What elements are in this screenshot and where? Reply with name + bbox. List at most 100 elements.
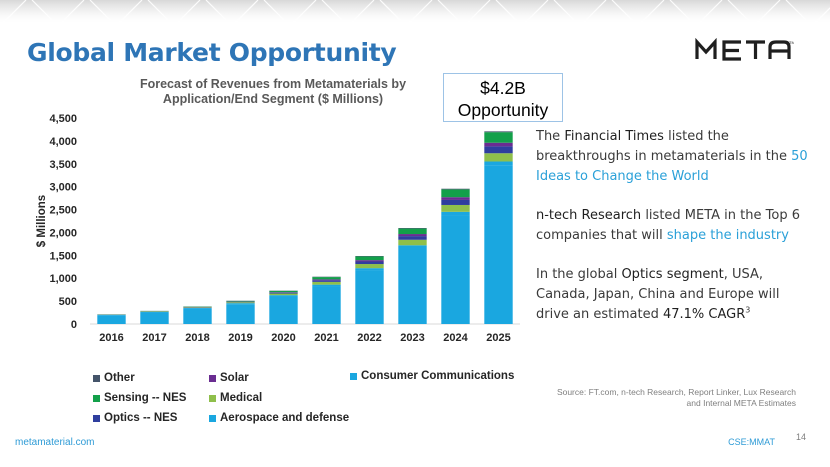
legend-label: Optics -- NES xyxy=(104,412,178,424)
legend-item-sensing: Sensing -- NES xyxy=(93,392,186,404)
legend-item-optics: Optics -- NES xyxy=(93,412,177,424)
bar-segment xyxy=(355,268,384,271)
bar-segment xyxy=(398,245,427,249)
bar-segment xyxy=(355,261,384,265)
bar-segment xyxy=(97,315,126,324)
p1-text: The xyxy=(536,129,565,144)
chart-legend: Other Sensing -- NES Optics -- NES Solar… xyxy=(93,370,533,432)
x-tick-label: 2022 xyxy=(357,332,381,344)
callout-amount: $4.2B xyxy=(480,78,526,98)
bar-segment xyxy=(355,260,384,262)
bar-segment xyxy=(312,284,341,287)
bar-segment xyxy=(441,204,470,212)
y-tick-label: 500 xyxy=(59,296,77,308)
p3-mid-text: , USA, Canada, Japan, China and Europe w… xyxy=(536,267,780,322)
x-tick-label: 2020 xyxy=(271,332,295,344)
shape-industry-link[interactable]: shape the industry xyxy=(666,228,789,243)
bar-segment xyxy=(484,153,513,162)
ntech-label: n-tech Research xyxy=(536,208,642,223)
bar-segment xyxy=(484,142,513,147)
bar-segment xyxy=(183,307,212,309)
legend-swatch xyxy=(93,374,100,382)
p3-text: In the global xyxy=(536,267,622,282)
bar-segment xyxy=(484,131,513,133)
y-tick-label: 4,000 xyxy=(49,136,77,148)
p1-mid-text: listed the breakthroughs in metamaterial… xyxy=(536,129,792,164)
bar-segment xyxy=(269,292,298,294)
y-tick-label: 3,500 xyxy=(49,159,77,171)
bar-segment xyxy=(226,303,255,305)
x-tick-label: 2023 xyxy=(400,332,424,344)
paragraph-ntech: n-tech Research listed META in the Top 6… xyxy=(536,206,816,246)
bar-segment xyxy=(398,248,427,324)
legend-label: Consumer Communications xyxy=(361,370,515,382)
bar-segment xyxy=(355,270,384,324)
legend-label: Other xyxy=(104,372,135,384)
bar-segment xyxy=(441,188,470,190)
financial-times-label: Financial Times xyxy=(564,129,664,144)
body-text: The Financial Times listed the breakthro… xyxy=(536,127,816,344)
x-tick-label: 2024 xyxy=(443,332,468,344)
legend-item-aerospace: Aerospace and defense xyxy=(209,412,349,424)
legend-swatch xyxy=(209,374,216,382)
legend-item-solar: Solar xyxy=(209,372,249,384)
y-tick-label: 4,500 xyxy=(49,113,77,125)
fifty-ideas-link[interactable]: 50 Ideas to Change the World xyxy=(536,149,808,184)
bar-segment xyxy=(355,256,384,261)
y-tick-label: 2,000 xyxy=(49,227,77,239)
source-line2: and Internal META Estimates xyxy=(686,398,796,408)
legend-item-other: Other xyxy=(93,372,135,384)
meta-logo: TM xyxy=(695,38,794,61)
footnote-marker: 3 xyxy=(745,305,751,315)
ticker-symbol: CSE:MMAT xyxy=(728,437,775,447)
bar-segment xyxy=(312,286,341,324)
website-link[interactable]: metamaterial.com xyxy=(15,437,95,448)
bar-segment xyxy=(312,279,341,281)
y-tick-label: 1,000 xyxy=(49,273,77,285)
bar-segment xyxy=(398,234,427,237)
x-tick-label: 2016 xyxy=(99,332,123,344)
chart-title: Forecast of Revenues from Metamaterials … xyxy=(118,77,428,107)
legend-label: Aerospace and defense xyxy=(220,412,350,424)
source-line1: Source: FT.com, n-tech Research, Report … xyxy=(556,387,796,397)
bar-segment xyxy=(269,295,298,297)
bar-segment xyxy=(441,189,470,198)
y-tick-label: 3,000 xyxy=(49,182,77,194)
paragraph-optics: In the global Optics segment, USA, Canad… xyxy=(536,265,816,325)
opportunity-callout: $4.2B Opportunity xyxy=(443,73,563,122)
bar-segment xyxy=(441,211,470,216)
legend-label: Sensing -- NES xyxy=(104,392,187,404)
bar-segment xyxy=(312,280,341,282)
legend-item-medical: Medical xyxy=(209,392,262,404)
legend-label: Medical xyxy=(220,392,263,404)
legend-label: Solar xyxy=(220,372,249,384)
legend-swatch xyxy=(209,414,216,422)
bar-segment xyxy=(312,281,341,285)
y-tick-label: 2,500 xyxy=(49,205,77,217)
svg-text:TM: TM xyxy=(789,40,794,45)
bar-segment xyxy=(484,146,513,154)
bar-segment xyxy=(269,296,298,324)
callout-label: Opportunity xyxy=(457,100,549,120)
y-tick-label: 1,500 xyxy=(49,250,77,262)
x-tick-label: 2018 xyxy=(185,332,209,344)
bar-segment xyxy=(183,308,212,324)
bar-segment xyxy=(140,312,169,324)
bar-segment xyxy=(484,132,513,143)
p2-mid-text: listed META in the Top 6 companies that … xyxy=(536,208,800,243)
source-note: Source: FT.com, n-tech Research, Report … xyxy=(557,387,796,409)
bar-segment xyxy=(269,293,298,296)
bar-segment xyxy=(226,304,255,324)
x-tick-label: 2017 xyxy=(142,332,166,344)
chart-title-line1: Forecast of Revenues from Metamaterials … xyxy=(139,77,407,91)
x-tick-label: 2019 xyxy=(228,332,252,344)
bar-segment xyxy=(441,199,470,205)
page-number: 14 xyxy=(795,432,806,442)
bar-segment xyxy=(484,161,513,166)
legend-swatch xyxy=(209,394,216,402)
bar-segment xyxy=(398,239,427,246)
cagr-value: 47.1% CAGR xyxy=(662,307,746,322)
x-tick-label: 2021 xyxy=(314,332,338,344)
bar-segment xyxy=(226,302,255,304)
bar-segment xyxy=(398,228,427,235)
